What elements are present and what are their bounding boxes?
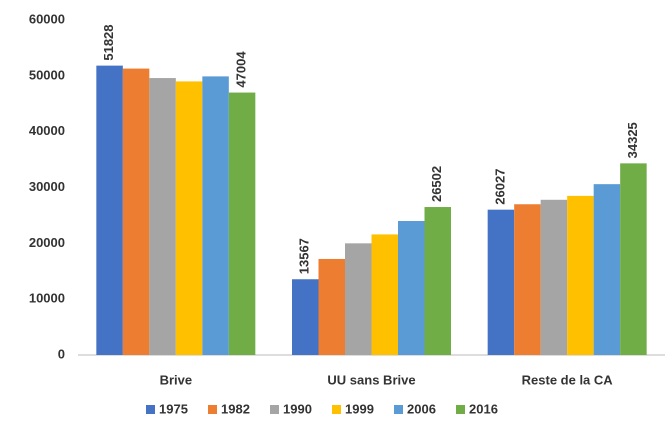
y-tick-label: 10000 (29, 291, 65, 306)
legend-label: 1975 (159, 401, 188, 416)
x-tick-label: Reste de la CA (522, 372, 614, 387)
bar (371, 234, 398, 355)
legend-label: 1990 (283, 401, 312, 416)
bar (202, 76, 229, 356)
bar (398, 221, 425, 355)
bar (514, 204, 541, 355)
x-tick-label: UU sans Brive (327, 372, 415, 387)
bar (149, 78, 176, 356)
legend-swatch (332, 405, 341, 414)
bar (620, 163, 647, 355)
y-tick-label: 40000 (29, 123, 65, 138)
y-tick-label: 0 (58, 346, 65, 361)
bar (345, 243, 372, 355)
legend-swatch (270, 405, 279, 414)
data-label: 34325 (625, 122, 640, 158)
bar (96, 65, 123, 355)
bar (318, 258, 345, 355)
legend-swatch (456, 405, 465, 414)
bar (424, 207, 451, 355)
data-label: 47004 (234, 51, 249, 88)
bar (567, 195, 594, 355)
y-tick-label: 50000 (29, 67, 65, 82)
bar (122, 68, 150, 355)
data-label: 26502 (429, 166, 444, 202)
legend-label: 2016 (469, 401, 498, 416)
y-tick-label: 60000 (29, 11, 65, 26)
y-tick-label: 20000 (29, 235, 65, 250)
bar (175, 81, 203, 356)
bar (487, 209, 515, 355)
y-tick-label: 30000 (29, 179, 65, 194)
data-label: 26027 (492, 169, 507, 205)
data-label: 51828 (101, 24, 116, 60)
legend-swatch (208, 405, 217, 414)
bar (540, 199, 568, 355)
data-label: 13567 (297, 238, 312, 274)
legend-swatch (394, 405, 403, 414)
x-tick-label: Brive (160, 372, 193, 387)
bar (593, 184, 621, 355)
bar (228, 92, 256, 355)
legend-swatch (146, 405, 155, 414)
legend-label: 1999 (345, 401, 374, 416)
legend-label: 1982 (221, 401, 250, 416)
legend-label: 2006 (407, 401, 436, 416)
bar (292, 279, 319, 355)
